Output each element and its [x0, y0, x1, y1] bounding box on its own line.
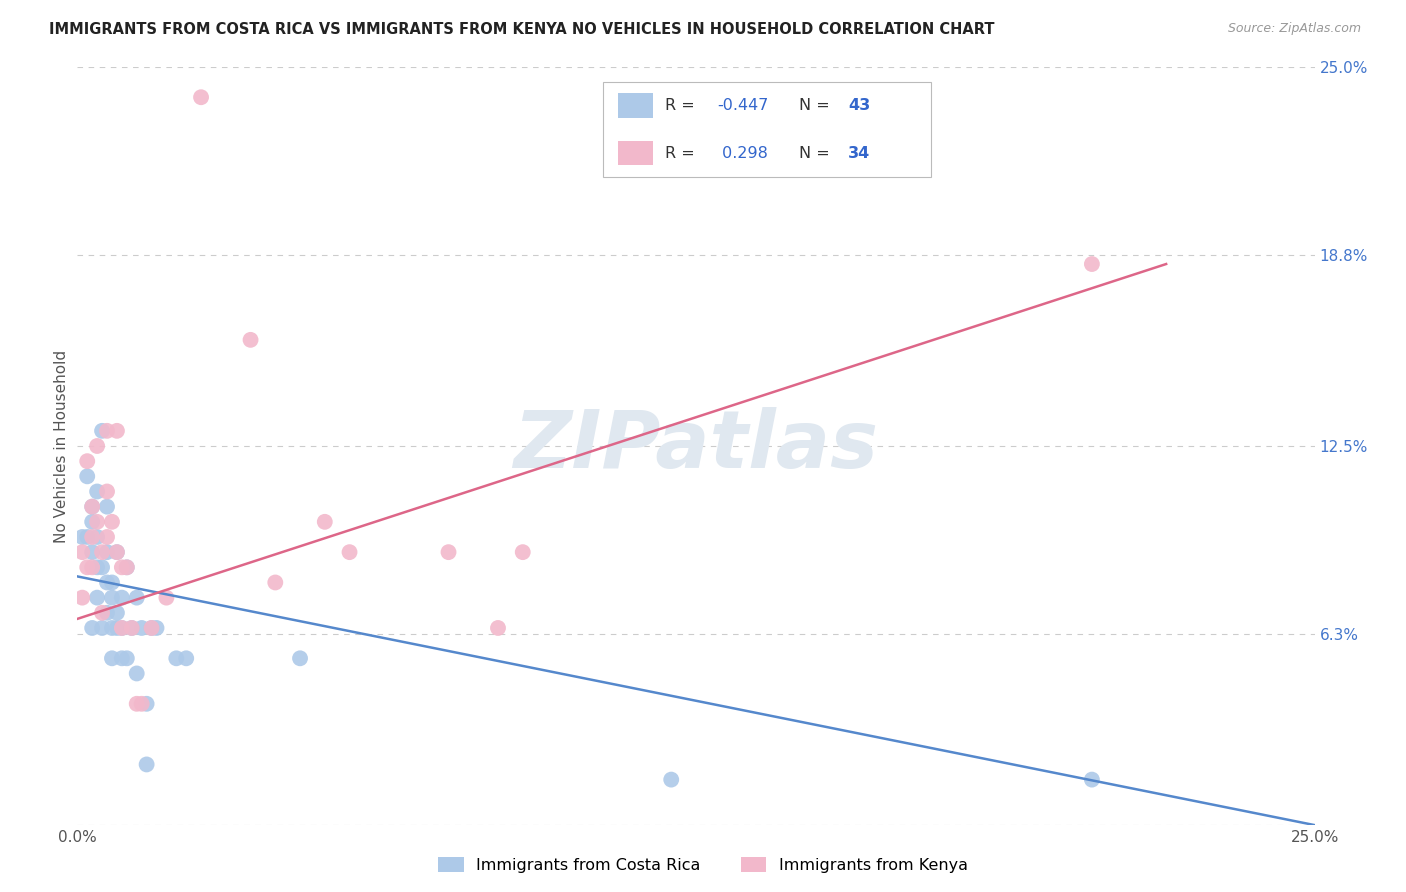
Text: 34: 34: [848, 145, 870, 161]
Text: R =: R =: [665, 98, 700, 113]
Point: [111, 591, 134, 605]
Point: [105, 545, 128, 559]
Point: [72, 545, 94, 559]
Point: [105, 621, 128, 635]
Point: [105, 606, 128, 620]
Point: [101, 575, 124, 590]
Point: [96, 606, 118, 620]
Point: [82, 500, 104, 514]
Text: N =: N =: [799, 98, 835, 113]
Point: [131, 697, 153, 711]
Y-axis label: No Vehicles in Household: No Vehicles in Household: [53, 350, 69, 542]
Point: [125, 666, 148, 681]
FancyBboxPatch shape: [603, 82, 931, 177]
Text: ZIPatlas: ZIPatlas: [513, 407, 879, 485]
Point: [91, 424, 114, 438]
Point: [111, 621, 134, 635]
FancyBboxPatch shape: [619, 141, 652, 166]
Text: 43: 43: [848, 98, 870, 113]
Point: [512, 545, 534, 559]
Point: [82, 500, 104, 514]
Point: [96, 530, 118, 544]
Text: R =: R =: [665, 145, 704, 161]
Point: [91, 560, 114, 574]
Point: [76, 560, 98, 574]
Point: [76, 469, 98, 483]
Text: 0.298: 0.298: [717, 145, 768, 161]
Point: [101, 591, 124, 605]
Point: [72, 530, 94, 544]
Text: -0.447: -0.447: [717, 98, 768, 113]
Point: [239, 333, 262, 347]
Point: [91, 545, 114, 559]
Point: [101, 515, 124, 529]
Point: [115, 651, 138, 665]
Point: [86, 515, 108, 529]
Point: [72, 591, 94, 605]
Legend: Immigrants from Costa Rica, Immigrants from Kenya: Immigrants from Costa Rica, Immigrants f…: [432, 851, 974, 880]
Point: [86, 530, 108, 544]
Point: [486, 621, 509, 635]
Point: [96, 575, 118, 590]
Point: [82, 545, 104, 559]
Point: [76, 454, 98, 468]
Point: [96, 484, 118, 499]
Point: [111, 651, 134, 665]
Text: Source: ZipAtlas.com: Source: ZipAtlas.com: [1227, 22, 1361, 36]
Point: [82, 515, 104, 529]
Point: [86, 484, 108, 499]
Point: [125, 591, 148, 605]
Point: [141, 621, 163, 635]
FancyBboxPatch shape: [619, 94, 652, 118]
Point: [86, 591, 108, 605]
Point: [141, 621, 163, 635]
Point: [82, 530, 104, 544]
Point: [76, 530, 98, 544]
Point: [105, 424, 128, 438]
Point: [115, 560, 138, 574]
Point: [659, 772, 682, 787]
Point: [86, 560, 108, 574]
Point: [91, 621, 114, 635]
Point: [190, 90, 212, 104]
Point: [135, 757, 157, 772]
Point: [115, 560, 138, 574]
Point: [96, 424, 118, 438]
Point: [1081, 257, 1104, 271]
Point: [111, 621, 134, 635]
Point: [96, 545, 118, 559]
Point: [288, 651, 311, 665]
Point: [264, 575, 287, 590]
Point: [101, 651, 124, 665]
Text: N =: N =: [799, 145, 835, 161]
Point: [86, 439, 108, 453]
Point: [155, 591, 177, 605]
Point: [145, 621, 167, 635]
Point: [105, 545, 128, 559]
Point: [174, 651, 197, 665]
Point: [135, 697, 157, 711]
Point: [82, 621, 104, 635]
Point: [125, 697, 148, 711]
Text: IMMIGRANTS FROM COSTA RICA VS IMMIGRANTS FROM KENYA NO VEHICLES IN HOUSEHOLD COR: IMMIGRANTS FROM COSTA RICA VS IMMIGRANTS…: [49, 22, 994, 37]
Point: [91, 606, 114, 620]
Point: [131, 621, 153, 635]
Point: [82, 560, 104, 574]
Point: [314, 515, 336, 529]
Point: [437, 545, 460, 559]
Point: [101, 621, 124, 635]
Point: [1081, 772, 1104, 787]
Point: [121, 621, 143, 635]
Point: [165, 651, 187, 665]
Point: [339, 545, 361, 559]
Point: [96, 500, 118, 514]
Point: [121, 621, 143, 635]
Point: [111, 560, 134, 574]
